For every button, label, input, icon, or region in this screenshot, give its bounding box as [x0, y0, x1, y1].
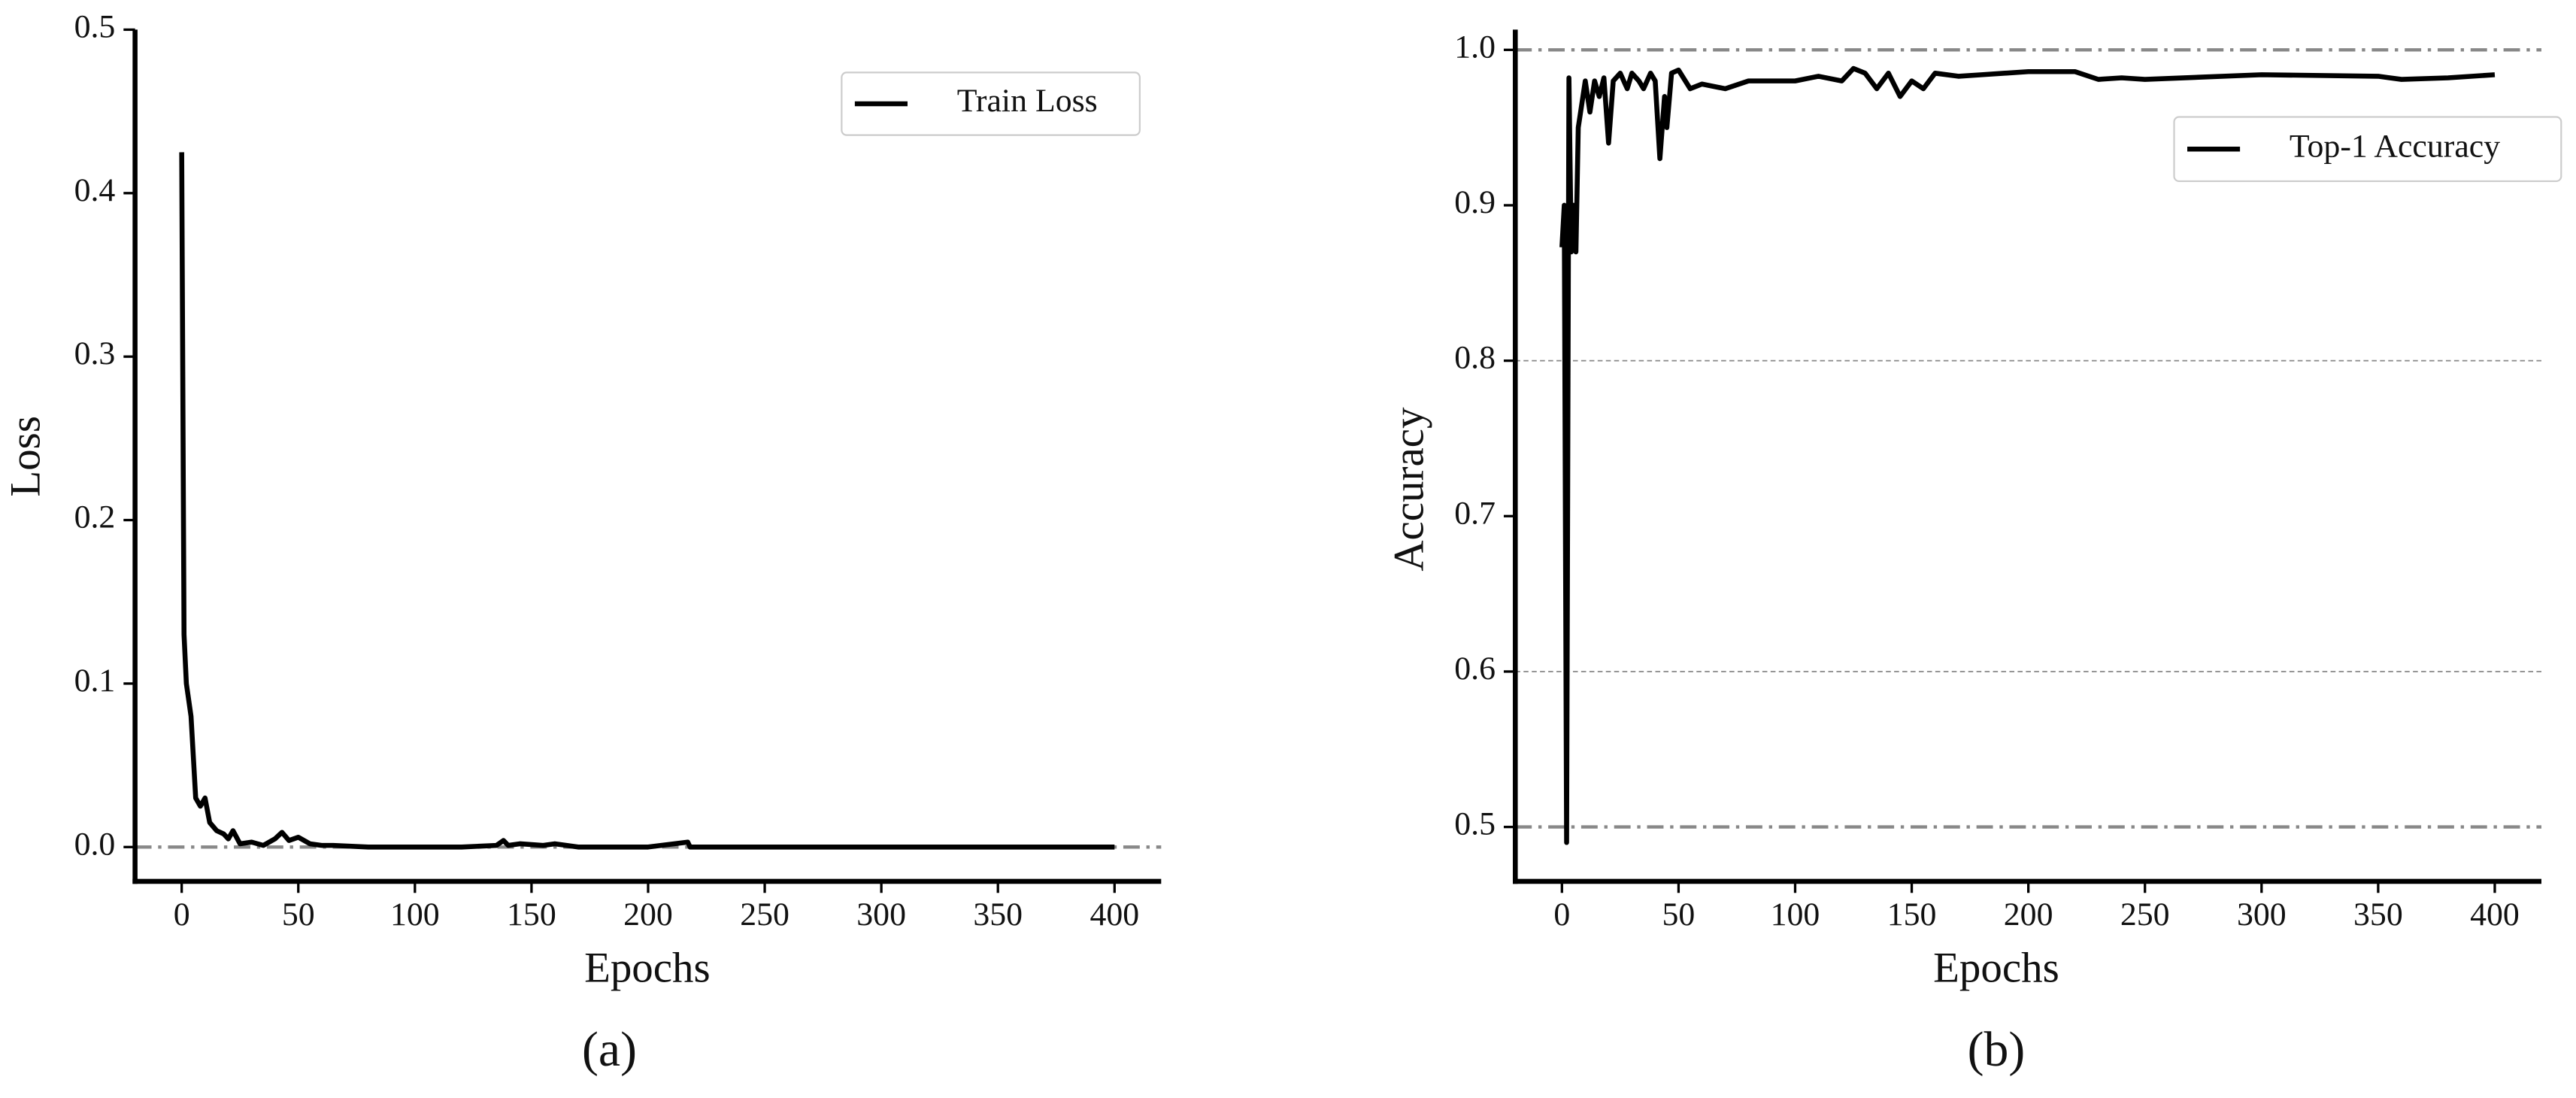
- x-tick-label: 150: [507, 896, 556, 933]
- y-tick-label: 0.4: [74, 172, 116, 208]
- x-tick-label: 200: [623, 896, 673, 933]
- x-tick-label: 300: [2237, 896, 2287, 933]
- y-tick-label: 0.6: [1454, 651, 1496, 687]
- y-tick-label: 0.5: [1454, 806, 1496, 842]
- y-tick-label: 0.7: [1454, 495, 1496, 531]
- x-tick-label: 50: [282, 896, 315, 933]
- x-tick-label: 100: [390, 896, 440, 933]
- legend-box: [841, 71, 1141, 136]
- legend-label: Train Loss: [957, 83, 1098, 119]
- x-axis-label: Epochs: [584, 944, 711, 991]
- y-axis-label: Accuracy: [1386, 407, 1433, 572]
- y-tick-label: 0.5: [74, 8, 116, 44]
- x-tick-label: 350: [2353, 896, 2403, 933]
- x-tick-label: 400: [1089, 896, 1139, 933]
- legend-box: [2173, 116, 2562, 183]
- panel-label: (a): [582, 1022, 637, 1077]
- x-tick-label: 150: [1887, 896, 1937, 933]
- y-tick-label: 1.0: [1454, 29, 1496, 65]
- x-axis-label: Epochs: [1933, 944, 2059, 991]
- x-tick-label: 300: [856, 896, 906, 933]
- y-tick-label: 0.0: [74, 826, 116, 862]
- x-tick-label: 350: [973, 896, 1023, 933]
- x-tick-label: 50: [1662, 896, 1696, 933]
- x-tick-label: 400: [2470, 896, 2520, 933]
- x-tick-label: 100: [1771, 896, 1820, 933]
- panel-label: (b): [1968, 1022, 2026, 1077]
- legend-label: Top-1 Accuracy: [2290, 128, 2500, 164]
- data-line: [179, 152, 1115, 850]
- y-axis-label: Loss: [2, 416, 49, 497]
- x-tick-label: 250: [740, 896, 789, 933]
- y-tick-label: 0.3: [74, 335, 116, 372]
- x-tick-label: 200: [2004, 896, 2053, 933]
- x-tick-label: 250: [2120, 896, 2170, 933]
- y-tick-label: 0.1: [74, 663, 116, 699]
- data-line: [1559, 65, 2496, 845]
- x-tick-label: 0: [1553, 896, 1570, 933]
- y-tick-label: 0.8: [1454, 340, 1496, 376]
- y-tick-label: 0.9: [1454, 184, 1496, 220]
- x-tick-label: 0: [174, 896, 190, 933]
- y-tick-label: 0.2: [74, 499, 116, 535]
